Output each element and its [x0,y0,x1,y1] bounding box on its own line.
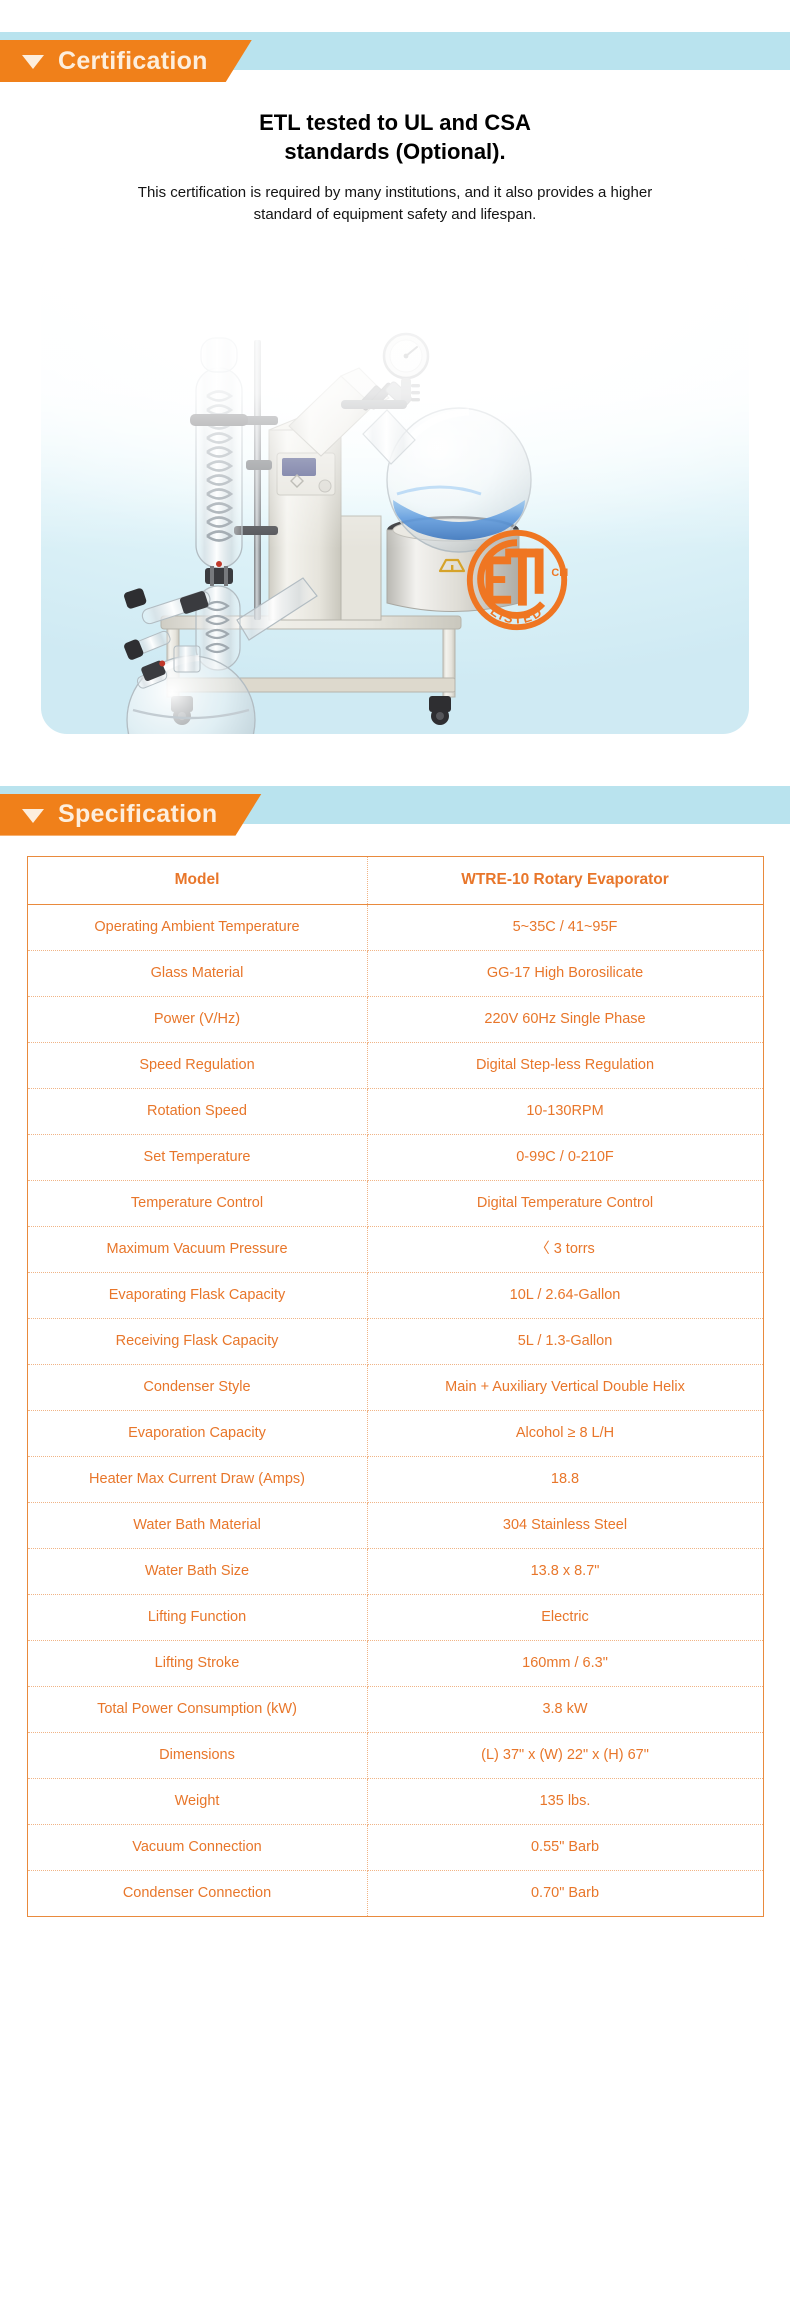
spec-key: Set Temperature [27,1134,368,1181]
table-row: Temperature Control Digital Temperature C… [27,1180,763,1227]
spec-key: Condenser Style [27,1364,368,1411]
table-row: Heater Max Current Draw (Amps) 18.8 [27,1456,763,1503]
spec-key: Lifting Function [27,1594,368,1641]
main-condenser [190,336,248,586]
specification-banner-label: Specification [58,800,218,829]
spec-key: Glass Material [27,950,368,997]
spec-key: Condenser Connection [27,1870,368,1917]
spec-value: 10L / 2.64-Gallon [367,1272,763,1319]
spec-value: Digital Step-less Regulation [367,1042,763,1089]
certification-heading: ETL tested to UL and CSA standards (Opti… [115,108,675,166]
table-row: Evaporation Capacity Alcohol ≥ 8 L/H [27,1410,763,1457]
table-row: Dimensions (L) 37" x (W) 22" x (H) 67" [27,1732,763,1779]
spec-key: Speed Regulation [27,1042,368,1089]
spec-value: 0-99C / 0-210F [367,1134,763,1181]
spec-value: GG-17 High Borosilicate [367,950,763,997]
spec-value: 10-130RPM [367,1088,763,1135]
table-row: Maximum Vacuum Pressure 〈 3 torrs [27,1226,763,1273]
spec-key: Power (V/Hz) [27,996,368,1043]
control-panel-display [282,457,316,476]
table-row: Receiving Flask Capacity 5L / 1.3-Gallon [27,1318,763,1365]
certification-heading-line-2: standards (Optional). [284,139,506,165]
table-row: Total Power Consumption (kW) 3.8 kW [27,1686,763,1733]
product-detail-page: Certification ETL tested to UL and CSA s… [0,22,790,1947]
spec-key: Total Power Consumption (kW) [27,1686,368,1733]
table-row: Glass Material GG-17 High Borosilicate [27,950,763,997]
spec-value: 13.8 x 8.7" [367,1548,763,1595]
table-row: Vacuum Connection 0.55" Barb [27,1824,763,1871]
certification-banner-tab: Certification [0,40,252,82]
spec-value: Alcohol ≥ 8 L/H [367,1410,763,1457]
spec-value: 304 Stainless Steel [367,1502,763,1549]
certification-paragraph: This certification is required by many i… [137,184,653,223]
etl-listed-logo: CM LISTED [466,529,568,630]
spec-value: 0.55" Barb [367,1824,763,1871]
etl-logo-arc-text: LISTED [488,603,546,626]
certification-banner-label: Certification [58,46,208,75]
triangle-down-icon [22,809,44,823]
table-row: Water Bath Material 304 Stainless Steel [27,1502,763,1549]
triangle-down-icon [22,55,44,69]
table-row: Evaporating Flask Capacity 10L / 2.64-Gal… [27,1272,763,1319]
spec-key: Operating Ambient Temperature [27,904,368,951]
spec-value: 5~35C / 41~95F [367,904,763,951]
table-header-value: WTRE-10 Rotary Evaporator [367,856,763,905]
spec-key: Maximum Vacuum Pressure [27,1226,368,1273]
table-header-key: Model [27,856,368,905]
spec-value: 18.8 [367,1456,763,1503]
spec-key: Evaporation Capacity [27,1410,368,1457]
table-row: Operating Ambient Temperature 5~35C / 41~… [27,904,763,951]
spec-value: Electric [367,1594,763,1641]
spec-value: 3.8 kW [367,1686,763,1733]
etl-logo-superscript: CM [551,567,568,579]
spec-value: (L) 37" x (W) 22" x (H) 67" [367,1732,763,1779]
table-row: Condenser Connection 0.70" Barb [27,1870,763,1917]
spec-key: Lifting Stroke [27,1640,368,1687]
table-row: Rotation Speed 10-130RPM [27,1088,763,1135]
spec-value: 5L / 1.3-Gallon [367,1318,763,1365]
table-row: Set Temperature 0-99C / 0-210F [27,1134,763,1181]
table-row: Weight 135 lbs. [27,1778,763,1825]
spec-value: 0.70" Barb [530,1885,600,1901]
table-row: Power (V/Hz) 220V 60Hz Single Phase [27,996,763,1043]
spec-key: Evaporating Flask Capacity [27,1272,368,1319]
spec-key: Weight [27,1778,368,1825]
certification-section-banner: Certification [0,22,790,80]
spec-value: 〈 3 torrs [367,1226,763,1273]
specification-banner-tab: Specification [0,794,262,836]
table-row: Water Bath Size 13.8 x 8.7" [27,1548,763,1595]
table-row: Speed Regulation Digital Step-less Regula… [27,1042,763,1089]
table-header-row: Model WTRE-10 Rotary Evaporator [27,856,763,905]
spec-key: Water Bath Size [27,1548,368,1595]
spec-key: Vacuum Connection [27,1824,368,1871]
spec-key: Rotation Speed [27,1088,368,1135]
spec-value: 220V 60Hz Single Phase [367,996,763,1043]
spec-key: Heater Max Current Draw (Amps) [27,1456,368,1503]
spec-key: Water Bath Material [27,1502,368,1549]
table-row: Lifting Function Electric [27,1594,763,1641]
spec-value: Main + Auxiliary Vertical Double Helix [367,1364,763,1411]
spec-key: Dimensions [27,1732,368,1779]
specification-section-banner: Specification [0,776,790,834]
table-row: Condenser Style Main + Auxiliary Vertical… [27,1364,763,1411]
specification-table: Model WTRE-10 Rotary Evaporator Operatin… [26,855,764,1917]
spec-value: 160mm / 6.3" [367,1640,763,1687]
spec-key: Temperature Control [27,1180,368,1227]
spec-value: 135 lbs. [367,1778,763,1825]
spec-value: Digital Temperature Control [367,1180,763,1227]
rotary-evaporator-illustration [124,332,532,734]
table-row: Lifting Stroke 160mm / 6.3" [27,1640,763,1687]
product-image-panel: CM LISTED [41,247,749,734]
spec-key: Receiving Flask Capacity [27,1318,368,1365]
certification-heading-line-1: ETL tested to UL and CSA [259,110,531,135]
